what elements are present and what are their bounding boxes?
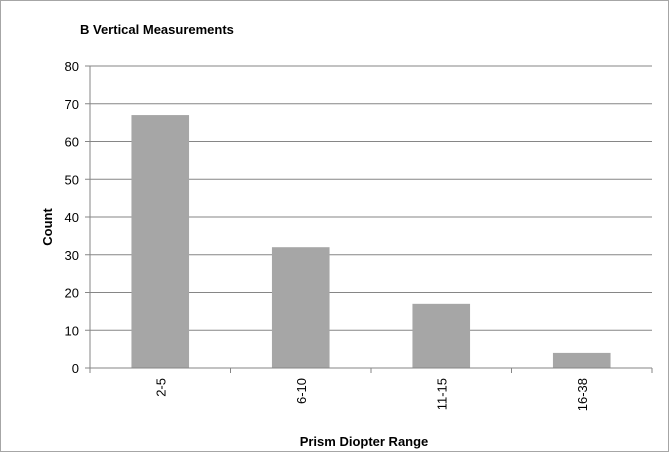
bar-6-10 <box>271 247 330 368</box>
y-axis-title: Count <box>40 208 55 246</box>
x-tick-label: 2-5 <box>153 378 168 397</box>
x-tick-label: 16-38 <box>575 378 590 411</box>
y-tick-label: 70 <box>65 97 79 112</box>
x-tick-label: 11-15 <box>434 378 449 410</box>
y-tick-label: 40 <box>65 210 79 225</box>
bar-2-5 <box>131 115 190 368</box>
x-tick-label: 6-10 <box>294 378 309 404</box>
y-tick-label: 60 <box>65 135 79 150</box>
y-tick-label: 50 <box>65 172 79 187</box>
x-axis-title: Prism Diopter Range <box>300 434 429 449</box>
y-tick-label: 80 <box>65 59 79 74</box>
y-tick-label: 0 <box>72 361 79 376</box>
chart-title: B Vertical Measurements <box>80 22 234 37</box>
y-tick-label: 30 <box>65 248 79 263</box>
y-tick-label: 20 <box>65 286 79 301</box>
bar-16-38 <box>552 352 611 368</box>
bars <box>131 115 611 368</box>
y-tick-label: 10 <box>65 323 79 338</box>
y-tick-labels: 0 10 20 30 40 50 60 70 80 <box>65 59 90 376</box>
x-tick-labels: 2-5 6-10 11-15 16-38 <box>89 368 653 411</box>
bar-11-15 <box>412 303 471 368</box>
